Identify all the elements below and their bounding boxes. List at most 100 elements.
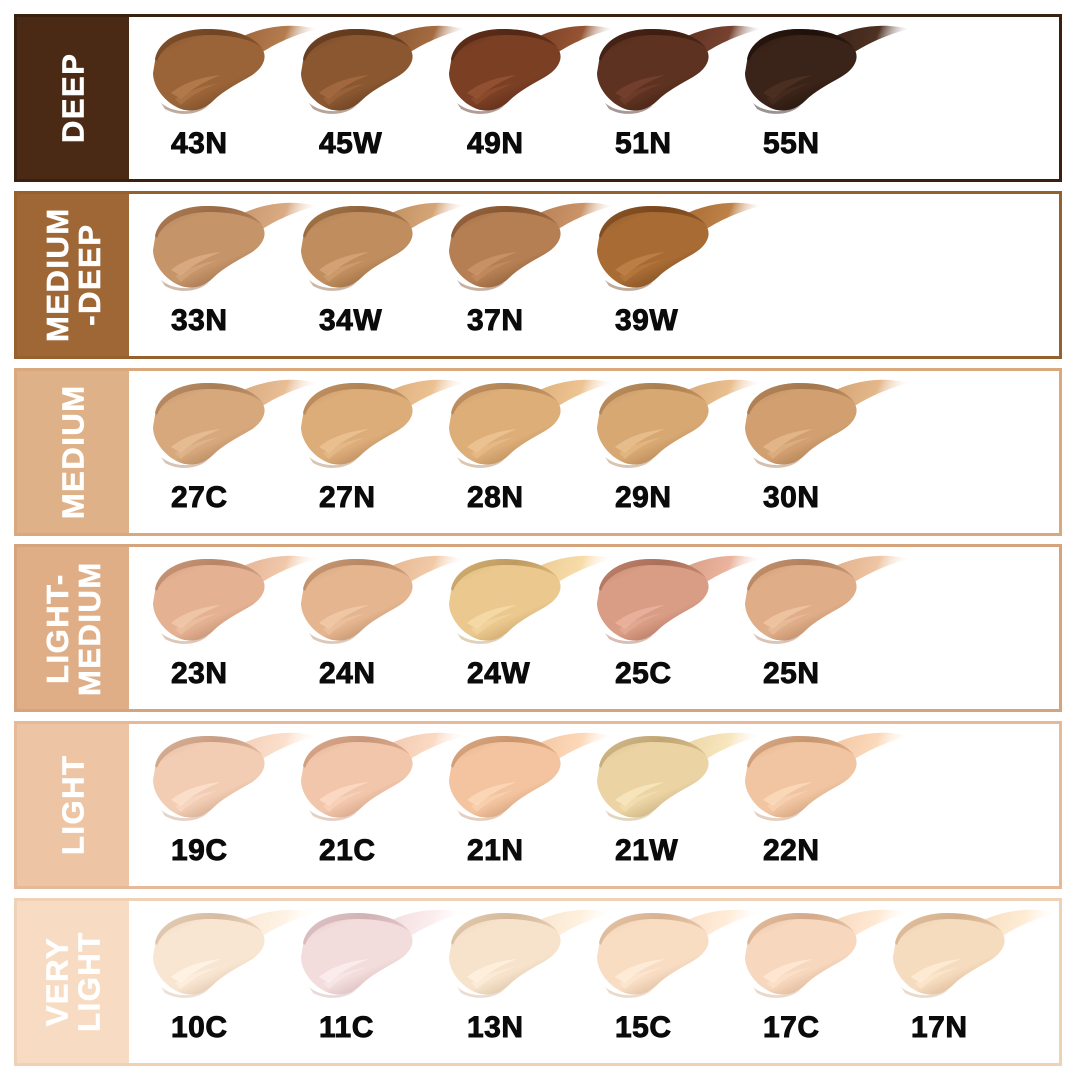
shade-code-label: 25C: [615, 657, 672, 691]
shade-row-very-light: VERY LIGHT: [14, 897, 1062, 1066]
shade-swatch-37n[interactable]: 37N: [441, 194, 613, 356]
shade-swatch-23n[interactable]: 23N: [145, 547, 317, 709]
shade-code-label: 21C: [319, 834, 376, 868]
category-label-line: MEDIUM: [39, 207, 75, 343]
shade-swatch-17c[interactable]: 17C: [737, 901, 909, 1063]
shade-swatch-33n[interactable]: 33N: [145, 194, 317, 356]
swatch-strip-deep: 43N: [129, 17, 1059, 179]
swatch-strip-light-medium: 23N: [129, 547, 1059, 709]
shade-swatch-11c[interactable]: 11C: [293, 901, 465, 1063]
shade-code-label: 21W: [615, 834, 679, 868]
shade-code-label: 34W: [319, 303, 383, 337]
category-label-very-light: VERY LIGHT: [39, 931, 107, 1033]
shade-swatch-22n[interactable]: 22N: [737, 724, 909, 886]
shade-code-label: 45W: [319, 127, 383, 161]
category-label-medium-deep: MEDIUM -DEEP: [39, 207, 107, 343]
category-label-deep: DEEP: [55, 52, 91, 144]
category-label-light: LIGHT: [55, 754, 91, 856]
category-label-line: MEDIUM: [55, 384, 91, 519]
shade-swatch-55n[interactable]: 55N: [737, 17, 909, 179]
category-band-medium: MEDIUM: [17, 370, 129, 533]
foundation-drop-icon: [733, 547, 933, 655]
shade-code-label: 25N: [763, 657, 820, 691]
category-band-very-light: VERY LIGHT: [17, 900, 129, 1063]
shade-swatch-39w[interactable]: 39W: [589, 194, 761, 356]
shade-swatch-43n[interactable]: 43N: [145, 17, 317, 179]
foundation-drop-icon: [733, 17, 933, 125]
category-label-line: VERY: [39, 937, 75, 1027]
shade-swatch-27n[interactable]: 27N: [293, 371, 465, 533]
shade-code-label: 33N: [171, 303, 228, 337]
shade-swatch-25c[interactable]: 25C: [589, 547, 761, 709]
shade-code-label: 23N: [171, 657, 228, 691]
category-band-light-medium: LIGHT- MEDIUM: [17, 547, 129, 710]
category-label-line: LIGHT: [55, 754, 91, 856]
shade-row-light: LIGHT: [14, 721, 1062, 890]
shade-swatch-24w[interactable]: 24W: [441, 547, 613, 709]
shade-swatch-28n[interactable]: 28N: [441, 371, 613, 533]
category-band-medium-deep: MEDIUM -DEEP: [17, 193, 129, 356]
shade-code-label: 51N: [615, 127, 672, 161]
shade-swatch-24n[interactable]: 24N: [293, 547, 465, 709]
shade-code-label: 55N: [763, 127, 820, 161]
shade-code-label: 24N: [319, 657, 376, 691]
shade-swatch-34w[interactable]: 34W: [293, 194, 465, 356]
shade-swatch-51n[interactable]: 51N: [589, 17, 761, 179]
shade-swatch-10c[interactable]: 10C: [145, 901, 317, 1063]
shade-swatch-19c[interactable]: 19C: [145, 724, 317, 886]
category-label-line: MEDIUM: [71, 561, 107, 696]
shade-code-label: 37N: [467, 303, 524, 337]
shade-swatch-21w[interactable]: 21W: [589, 724, 761, 886]
shade-code-label: 17N: [911, 1010, 968, 1045]
shade-code-label: 27C: [171, 480, 228, 514]
shade-code-label: 22N: [763, 834, 820, 868]
swatch-strip-light: 19C: [129, 724, 1059, 886]
shade-swatch-13n[interactable]: 13N: [441, 901, 613, 1063]
swatch-strip-medium: 27C: [129, 371, 1059, 533]
shade-swatch-27c[interactable]: 27C: [145, 371, 317, 533]
shade-swatch-17n[interactable]: 17N: [885, 901, 1057, 1063]
shade-row-medium: MEDIUM: [14, 367, 1062, 536]
shade-code-label: 11C: [319, 1010, 374, 1045]
shade-swatch-21c[interactable]: 21C: [293, 724, 465, 886]
shade-code-label: 13N: [467, 1010, 524, 1045]
shade-swatch-30n[interactable]: 30N: [737, 371, 909, 533]
category-band-light: LIGHT: [17, 724, 129, 887]
shade-code-label: 27N: [319, 480, 376, 514]
category-label-light-medium: LIGHT- MEDIUM: [39, 561, 107, 696]
shade-code-label: 30N: [763, 480, 820, 514]
category-band-deep: DEEP: [17, 17, 129, 179]
shade-row-light-medium: LIGHT- MEDIUM: [14, 544, 1062, 713]
shade-swatch-45w[interactable]: 45W: [293, 17, 465, 179]
category-label-line: -DEEP: [71, 223, 107, 326]
shade-row-medium-deep: MEDIUM -DEEP: [14, 190, 1062, 359]
swatch-strip-medium-deep: 33N: [129, 194, 1059, 356]
shade-code-label: 43N: [171, 127, 228, 161]
category-label-medium: MEDIUM: [55, 384, 91, 519]
category-label-line: LIGHT-: [39, 573, 75, 684]
shade-code-label: 28N: [467, 480, 524, 514]
shade-row-deep: DEEP: [14, 14, 1062, 182]
shade-code-label: 17C: [763, 1010, 820, 1045]
swatch-strip-very-light: 10C: [129, 901, 1059, 1063]
shade-code-label: 10C: [171, 1010, 228, 1045]
shade-code-label: 15C: [615, 1010, 672, 1045]
shade-code-label: 19C: [171, 834, 228, 868]
foundation-drop-icon: [733, 371, 933, 479]
shade-swatch-49n[interactable]: 49N: [441, 17, 613, 179]
shade-swatch-21n[interactable]: 21N: [441, 724, 613, 886]
shade-swatch-25n[interactable]: 25N: [737, 547, 909, 709]
shade-swatch-29n[interactable]: 29N: [589, 371, 761, 533]
foundation-drop-icon: [585, 194, 785, 302]
shade-code-label: 24W: [467, 657, 531, 691]
shade-code-label: 29N: [615, 480, 672, 514]
foundation-drop-icon: [733, 724, 933, 832]
category-label-line: DEEP: [55, 52, 91, 144]
shade-swatch-15c[interactable]: 15C: [589, 901, 761, 1063]
shade-code-label: 21N: [467, 834, 524, 868]
shade-code-label: 49N: [467, 127, 524, 161]
category-label-line: LIGHT: [71, 931, 107, 1033]
shade-code-label: 39W: [615, 303, 679, 337]
foundation-drop-icon: [881, 901, 1080, 1009]
